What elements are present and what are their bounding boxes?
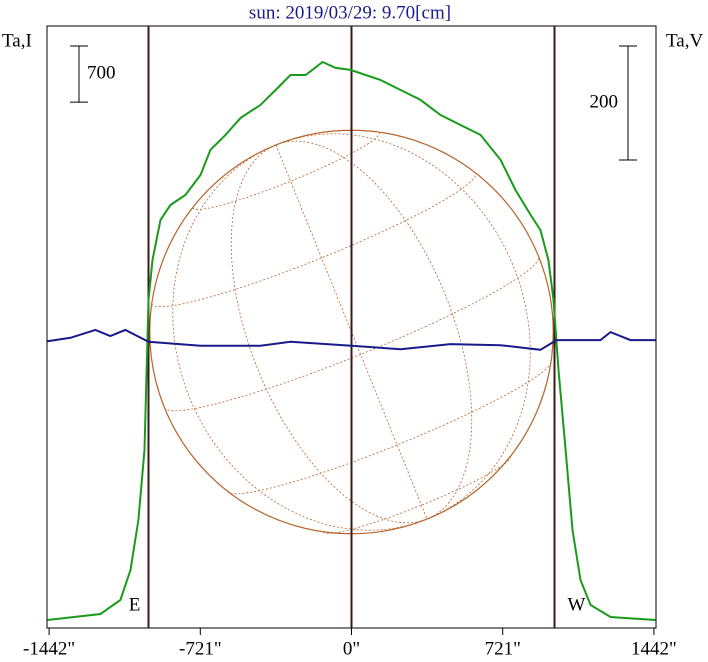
scale-label: 700 [87,62,116,83]
x-tick-label: -1442" [23,638,75,659]
limb-label: E [129,594,141,615]
scale-label: 200 [590,91,619,112]
meridian [275,140,473,520]
y-axis-label: Ta,I [2,30,32,51]
parallel [226,359,552,495]
parallel [151,172,477,308]
x-tick-label: 1442" [631,638,677,659]
parallel [192,132,381,210]
parallel [164,256,540,412]
series-line [47,60,656,621]
meridian [172,144,428,531]
meridian [230,144,428,524]
chart-title: sun: 2019/03/29: 9.70[cm] [249,2,451,23]
x-tick-label: 721" [485,638,521,659]
series-line [47,328,656,351]
meridian [275,133,531,520]
x-tick-label: -721" [179,638,222,659]
x-tick-label: 0" [343,638,360,659]
y2-axis-label: Ta,V [666,30,703,51]
limb-label: W [568,594,586,615]
